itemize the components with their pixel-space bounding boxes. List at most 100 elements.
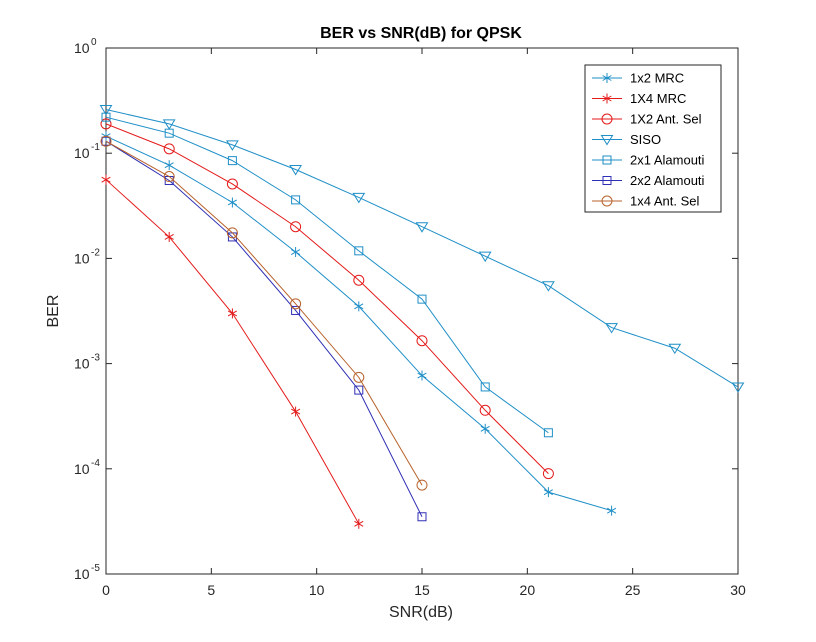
data-point [100, 135, 112, 147]
data-point [163, 171, 175, 183]
data-point [226, 178, 238, 190]
data-point [543, 487, 553, 498]
legend-marker [600, 135, 614, 146]
data-point [291, 305, 301, 315]
data-point [416, 479, 428, 491]
data-point [354, 385, 364, 395]
legend-label: 1X2 Ant. Sel [630, 112, 702, 127]
data-point [542, 468, 554, 480]
data-point [227, 197, 237, 208]
data-point [352, 192, 366, 204]
series-line [105, 140, 423, 486]
legend-label: 2x2 Alamouti [630, 173, 705, 188]
series-6 [100, 135, 428, 491]
x-tick-label: 20 [520, 582, 536, 598]
series-line [105, 109, 739, 388]
legend-marker [602, 73, 612, 83]
legend-marker [602, 176, 612, 185]
data-point [480, 382, 490, 392]
data-point [99, 105, 113, 116]
data-point [354, 246, 364, 256]
data-point [101, 174, 111, 185]
series-0 [101, 131, 617, 516]
series-layer [99, 105, 745, 529]
data-point [478, 251, 492, 263]
data-point [415, 222, 429, 233]
x-tick-label: 15 [414, 582, 430, 598]
data-point [164, 231, 174, 242]
legend-box [584, 64, 722, 213]
series-line [105, 123, 549, 474]
data-point [291, 247, 301, 258]
data-point [731, 382, 745, 393]
data-point [101, 112, 111, 122]
y-tick-exponent: -1 [91, 142, 100, 153]
legend: 1x2 MRC 1X4 MRC 1X2 Ant. Sel SISO 2x1 Alamou… [584, 64, 722, 213]
x-tick-label: 5 [207, 582, 215, 598]
data-point [163, 143, 175, 155]
data-point [479, 404, 491, 416]
data-point [353, 371, 365, 383]
data-point [291, 195, 301, 205]
y-tick-label: 10 [74, 461, 90, 477]
data-point [417, 370, 427, 381]
data-point [290, 298, 302, 310]
y-tick-label: 10 [74, 145, 90, 161]
data-point [164, 160, 174, 171]
x-tick-label: 0 [102, 582, 110, 598]
series-3 [99, 105, 745, 393]
series-2 [100, 118, 554, 480]
y-tick-label: 10 [74, 250, 90, 266]
data-point [542, 281, 555, 292]
data-point [480, 423, 490, 434]
legend-label: 1X4 MRC [630, 91, 686, 106]
legend-entry: SISO [592, 132, 661, 147]
legend-entry: 1x2 MRC [592, 71, 684, 86]
data-point [227, 308, 237, 319]
y-tick-label: 10 [74, 356, 90, 372]
y-tick-exponent: -5 [91, 563, 100, 574]
legend-marker [602, 155, 612, 165]
x-tick-label: 30 [730, 582, 746, 598]
y-axis-title: BER [45, 295, 62, 328]
data-point [226, 227, 238, 239]
legend-entry: 2x2 Alamouti [592, 173, 705, 188]
data-point [354, 518, 364, 529]
data-point [607, 505, 617, 516]
data-point [290, 221, 302, 233]
legend-entry: 1X2 Ant. Sel [592, 112, 702, 127]
legend-label: 1x2 MRC [630, 71, 684, 86]
y-tick-exponent: -3 [91, 353, 100, 364]
x-tick-label: 10 [309, 582, 325, 598]
y-tick-exponent: 0 [91, 37, 97, 48]
data-point [668, 343, 682, 355]
data-point [291, 406, 301, 417]
y-tick-exponent: -4 [91, 458, 100, 469]
data-point [417, 512, 427, 522]
legend-marker [601, 113, 613, 125]
data-point [162, 119, 176, 130]
data-point [101, 136, 111, 146]
data-point [417, 294, 427, 304]
tick-marks [105, 47, 739, 575]
series-1 [101, 174, 364, 529]
data-point [416, 335, 428, 347]
x-axis-title: SNR(dB) [389, 604, 453, 621]
data-point [164, 128, 174, 138]
y-tick-label: 10 [74, 566, 90, 582]
legend-label: 1x4 Ant. Sel [630, 194, 699, 209]
data-point [226, 140, 239, 151]
data-point [354, 301, 364, 312]
x-tick-labels: 0 5 10 15 20 25 30 [102, 582, 746, 598]
y-tick-exponent: -2 [91, 247, 100, 258]
series-4 [101, 112, 553, 438]
chart-title: BER vs SNR(dB) for QPSK [320, 25, 522, 42]
legend-marker [602, 93, 612, 104]
x-tick-label: 25 [625, 582, 641, 598]
legend-entry: 2x1 Alamouti [592, 153, 705, 168]
series-line [105, 116, 549, 434]
y-tick-label: 10 [74, 40, 90, 56]
data-point [289, 164, 302, 176]
data-point [353, 274, 365, 286]
